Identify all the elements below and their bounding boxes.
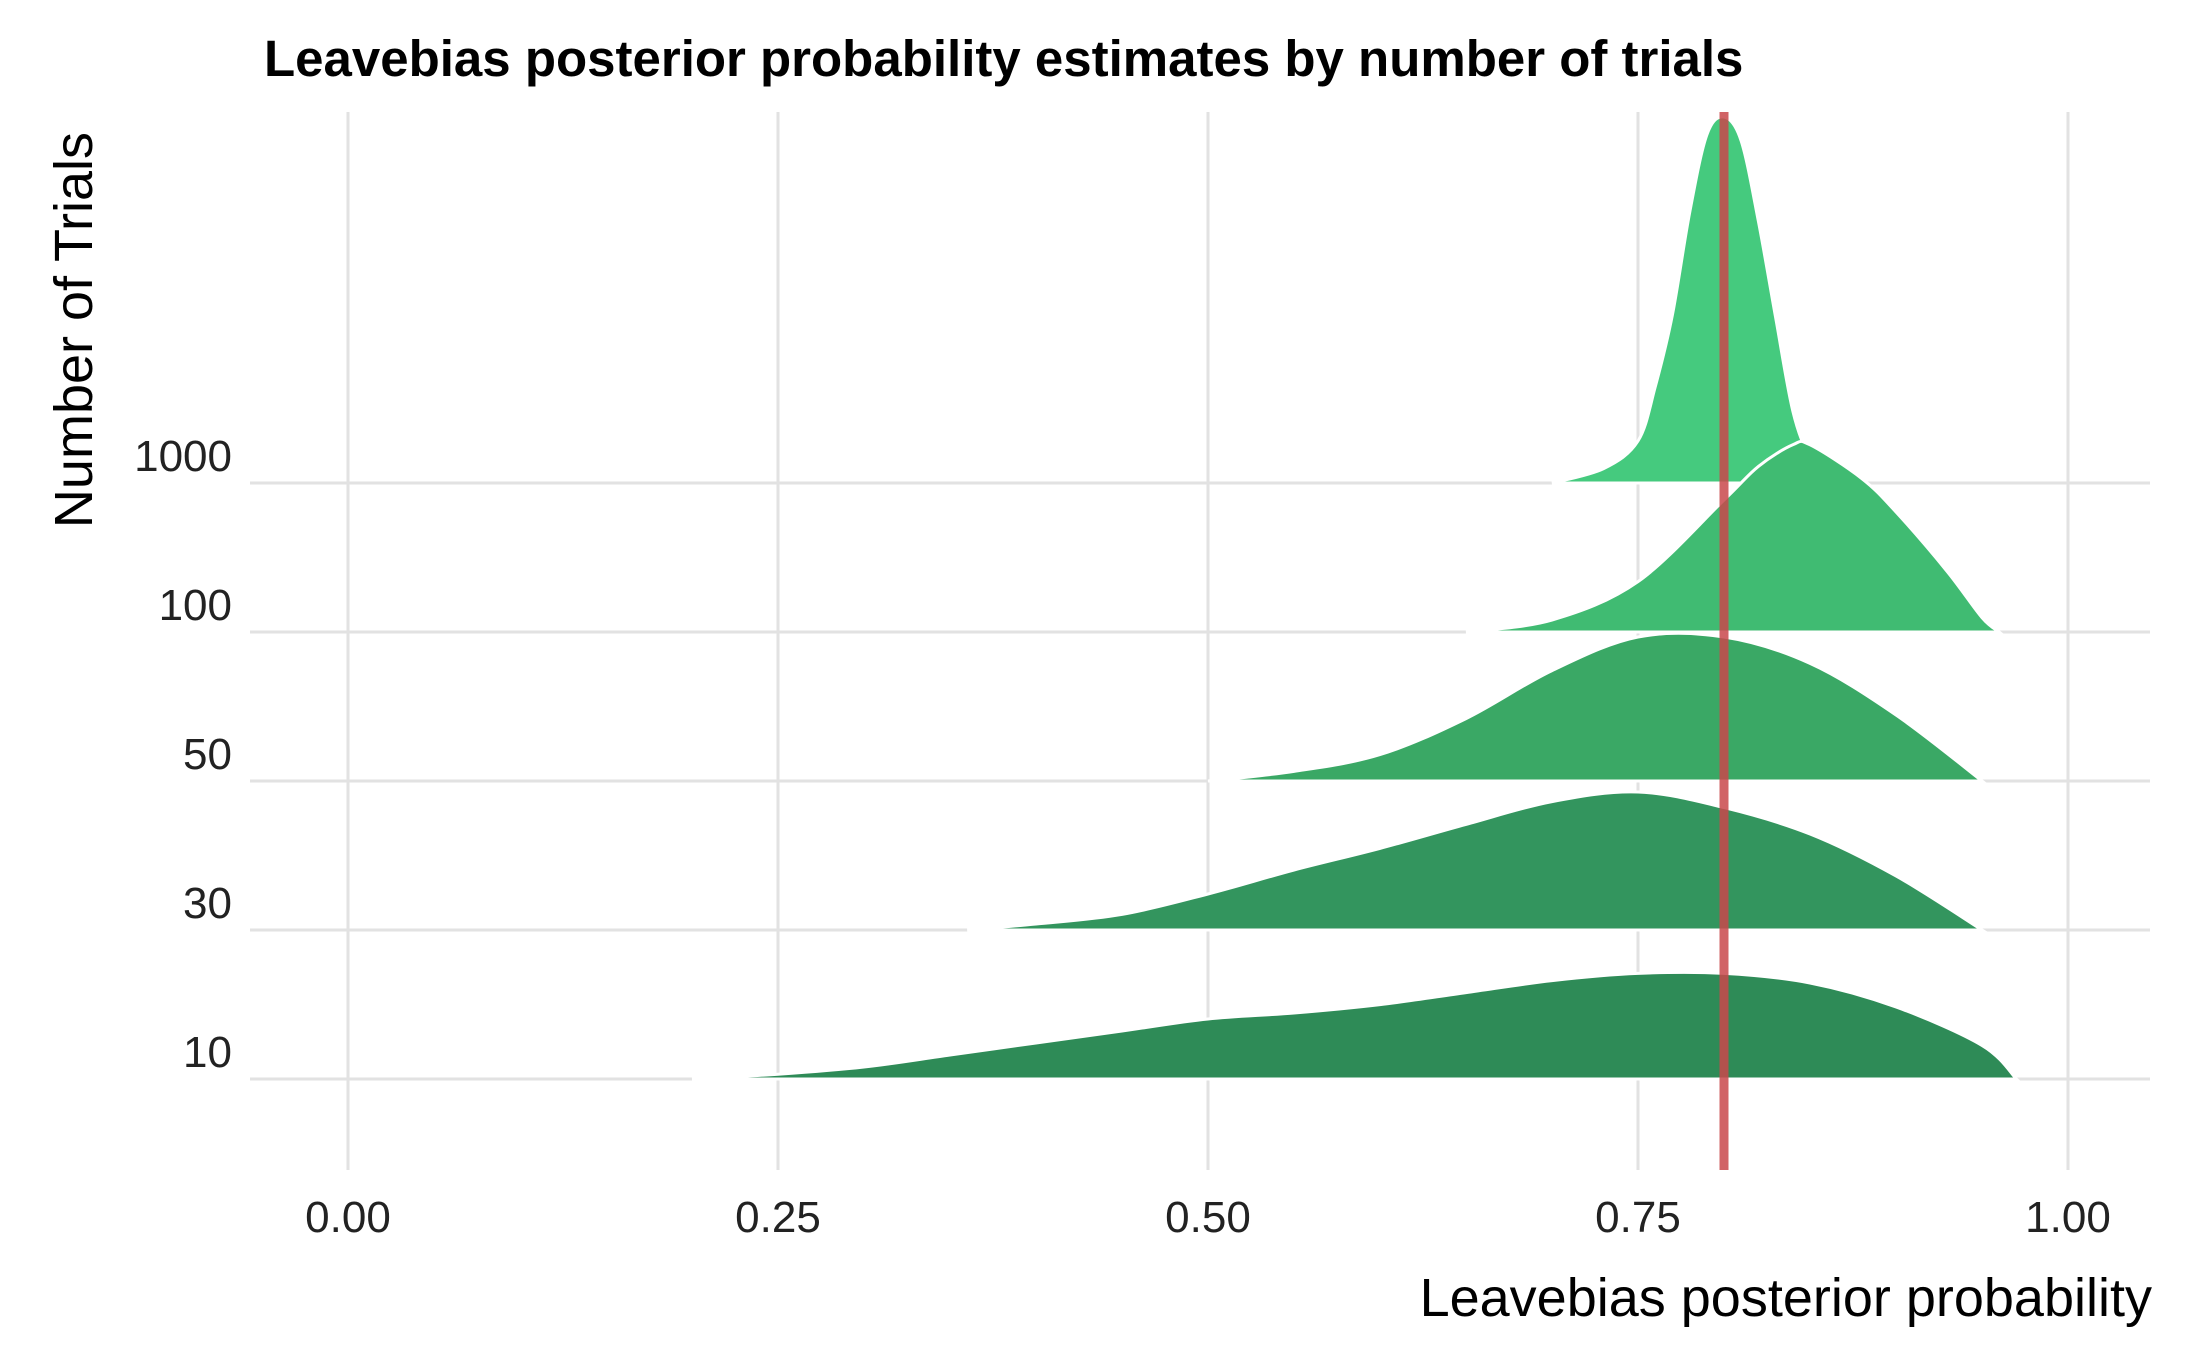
y-tick-label: 30	[183, 879, 232, 928]
density-ridge-100	[1465, 439, 2004, 634]
y-tick-label: 1000	[134, 432, 232, 481]
y-tick-label: 100	[159, 581, 232, 630]
x-axis-title: Leavebias posterior probability	[1420, 1268, 2152, 1328]
x-tick-label: 0.50	[1165, 1193, 1251, 1242]
y-tick-labels: 10 30 50 100 1000	[134, 432, 232, 1077]
density-ridge-30	[967, 790, 1988, 932]
x-tick-label: 0.75	[1595, 1193, 1681, 1242]
chart-title: Leavebias posterior probability estimate…	[264, 30, 1743, 87]
y-tick-label: 50	[183, 730, 232, 779]
y-tick-label: 10	[183, 1028, 232, 1077]
x-tick-label: 0.25	[735, 1193, 821, 1242]
y-axis-title: Number of Trials	[44, 132, 104, 528]
x-tick-label: 1.00	[2025, 1193, 2111, 1242]
density-ridge-50	[1207, 631, 1987, 783]
density-ridge-10	[691, 970, 2021, 1081]
density-ridge-1000	[1551, 115, 1831, 485]
density-ridges	[691, 115, 2021, 1081]
x-tick-labels: 0.00 0.25 0.50 0.75 1.00	[305, 1193, 2111, 1242]
x-tick-label: 0.00	[305, 1193, 391, 1242]
